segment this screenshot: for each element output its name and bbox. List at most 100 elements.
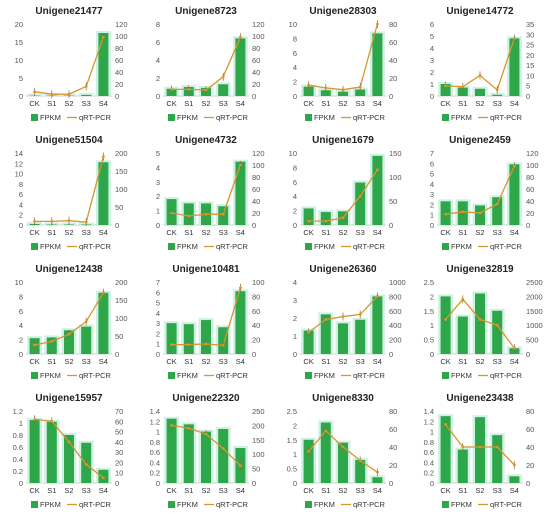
qrtpcr-point [102, 476, 105, 479]
left-tick-label: 1.5 [287, 436, 297, 445]
category-label: S1 [321, 99, 330, 108]
legend-fpkm-label: FPKM [177, 371, 198, 380]
qrtpcr-point [376, 471, 379, 474]
chart-title: Unigene10481 [172, 264, 240, 275]
right-tick-label: 0 [389, 221, 393, 230]
left-tick-label: 10 [15, 278, 23, 287]
right-tick-label: 10 [526, 71, 534, 80]
right-tick-label: 50 [252, 465, 260, 474]
category-label: S1 [321, 228, 330, 237]
chart-title: Unigene23438 [446, 393, 514, 404]
legend-fpkm-label: FPKM [314, 113, 335, 122]
left-tick-label: 0.6 [13, 443, 23, 452]
chart-panel: Unigene2343800.20.40.60.811.21.402040608… [424, 393, 535, 509]
fpkm-bar [372, 477, 382, 483]
left-tick-label: 1 [293, 332, 297, 341]
right-tick-label: 30 [526, 30, 534, 39]
qrtpcr-point [376, 295, 379, 298]
right-tick-label: 800 [389, 292, 402, 301]
chart-panel: Unigene1595700.20.40.60.811.201020304050… [13, 393, 124, 509]
category-label: S4 [99, 228, 108, 237]
left-tick-label: 6 [430, 159, 434, 168]
right-tick-label: 60 [115, 417, 123, 426]
qrtpcr-point [205, 433, 208, 436]
left-tick-label: 0 [19, 479, 23, 488]
right-tick-label: 0 [389, 479, 393, 488]
right-tick-label: 60 [115, 56, 123, 65]
legend-fpkm-swatch [31, 501, 38, 508]
category-label: CK [166, 486, 176, 495]
right-tick-label: 200 [389, 336, 402, 345]
category-label: S2 [475, 486, 484, 495]
left-tick-label: 6 [156, 38, 160, 47]
qrtpcr-point [222, 213, 225, 216]
right-tick-label: 1500 [526, 307, 543, 316]
category-label: S2 [475, 99, 484, 108]
left-tick-label: 0 [430, 221, 434, 230]
legend-fpkm-swatch [305, 501, 312, 508]
left-tick-label: 3 [156, 319, 160, 328]
category-label: S3 [219, 99, 228, 108]
qrtpcr-point [33, 220, 36, 223]
qrtpcr-point [496, 203, 499, 206]
category-label: S4 [99, 99, 108, 108]
legend-fpkm-swatch [168, 243, 175, 250]
qrtpcr-point [222, 344, 225, 347]
qrtpcr-point [68, 440, 71, 443]
left-tick-label: 0 [430, 92, 434, 101]
left-tick-label: 2 [156, 74, 160, 83]
right-tick-label: 0 [389, 350, 393, 359]
left-tick-label: 1 [430, 211, 434, 220]
right-tick-label: 50 [115, 332, 123, 341]
right-tick-label: 1000 [389, 278, 406, 287]
category-label: CK [440, 228, 450, 237]
category-label: S3 [219, 357, 228, 366]
category-label: S3 [82, 486, 91, 495]
fpkm-bar [475, 89, 485, 96]
left-tick-label: 0 [293, 479, 297, 488]
left-tick-label: 2.5 [287, 407, 297, 416]
left-tick-label: 2 [430, 292, 434, 301]
qrtpcr-point [85, 221, 88, 224]
category-label: S3 [82, 99, 91, 108]
left-tick-label: 0.8 [13, 431, 23, 440]
fpkm-bar [81, 327, 91, 354]
chart-title: Unigene51504 [35, 135, 103, 146]
category-label: CK [29, 486, 39, 495]
qrtpcr-point [342, 88, 345, 91]
right-tick-label: 0 [252, 221, 256, 230]
qrtpcr-point [170, 343, 173, 346]
left-tick-label: 8 [156, 20, 160, 29]
left-tick-label: 0.8 [424, 438, 434, 447]
legend-fpkm-swatch [168, 501, 175, 508]
chart-title: Unigene4732 [175, 135, 237, 146]
fpkm-bar [338, 323, 348, 354]
right-tick-label: 120 [252, 20, 265, 29]
left-tick-label: 0 [19, 221, 23, 230]
category-label: CK [440, 99, 450, 108]
category-label: S1 [458, 357, 467, 366]
category-label: S3 [356, 99, 365, 108]
left-tick-label: 0.2 [13, 467, 23, 476]
left-tick-label: 1 [156, 428, 160, 437]
category-label: CK [29, 99, 39, 108]
qrtpcr-point [187, 215, 190, 218]
fpkm-bar [441, 296, 451, 354]
legend-qrtpcr-label: qRT-PCR [353, 113, 386, 122]
legend-fpkm-swatch [305, 243, 312, 250]
qrtpcr-point [342, 315, 345, 318]
right-tick-label: 80 [389, 407, 397, 416]
qrtpcr-point [239, 36, 242, 39]
category-label: S3 [356, 357, 365, 366]
left-tick-label: 0.4 [13, 455, 23, 464]
left-tick-label: 0.4 [424, 458, 434, 467]
qrtpcr-point [50, 220, 53, 223]
right-tick-label: 200 [115, 149, 128, 158]
right-tick-label: 100 [526, 161, 539, 170]
qrtpcr-point [170, 88, 173, 91]
right-tick-label: 200 [115, 278, 128, 287]
